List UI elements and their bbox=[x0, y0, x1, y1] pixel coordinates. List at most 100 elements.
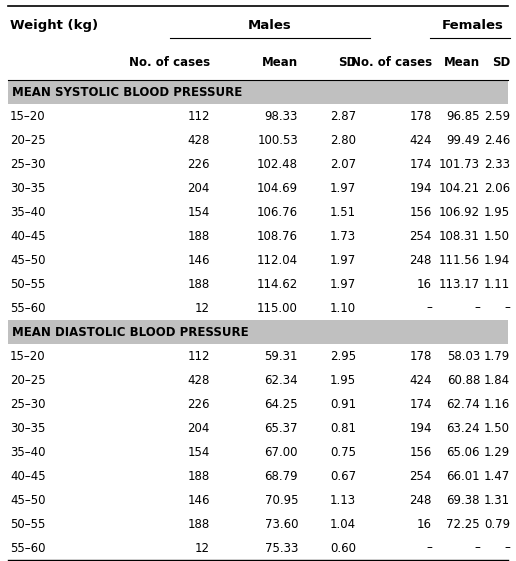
Text: 16: 16 bbox=[417, 278, 432, 291]
Text: 2.33: 2.33 bbox=[484, 158, 510, 171]
Text: 1.13: 1.13 bbox=[330, 494, 356, 507]
Text: 178: 178 bbox=[410, 350, 432, 362]
Text: 106.76: 106.76 bbox=[257, 205, 298, 218]
Text: 1.47: 1.47 bbox=[484, 470, 510, 482]
Text: 188: 188 bbox=[188, 470, 210, 482]
Text: 254: 254 bbox=[410, 229, 432, 242]
Text: 55–60: 55–60 bbox=[10, 541, 45, 554]
Text: 146: 146 bbox=[187, 254, 210, 266]
Text: 25–30: 25–30 bbox=[10, 398, 45, 411]
Text: 2.95: 2.95 bbox=[330, 350, 356, 362]
Text: 100.53: 100.53 bbox=[257, 134, 298, 146]
Text: Mean: Mean bbox=[444, 56, 480, 68]
Text: 248: 248 bbox=[410, 254, 432, 266]
Text: 112.04: 112.04 bbox=[257, 254, 298, 266]
Text: 1.73: 1.73 bbox=[330, 229, 356, 242]
Text: 146: 146 bbox=[187, 494, 210, 507]
Text: 65.06: 65.06 bbox=[446, 445, 480, 458]
Text: 254: 254 bbox=[410, 470, 432, 482]
Text: 15–20: 15–20 bbox=[10, 109, 45, 122]
Text: 104.21: 104.21 bbox=[439, 182, 480, 195]
Text: 59.31: 59.31 bbox=[265, 350, 298, 362]
Text: 58.03: 58.03 bbox=[447, 350, 480, 362]
Text: 113.17: 113.17 bbox=[439, 278, 480, 291]
Text: 63.24: 63.24 bbox=[446, 421, 480, 435]
Text: 12: 12 bbox=[195, 541, 210, 554]
Text: 1.79: 1.79 bbox=[484, 350, 510, 362]
Text: 174: 174 bbox=[410, 158, 432, 171]
Text: 156: 156 bbox=[410, 205, 432, 218]
Text: 2.87: 2.87 bbox=[330, 109, 356, 122]
Text: 69.38: 69.38 bbox=[446, 494, 480, 507]
Text: 67.00: 67.00 bbox=[265, 445, 298, 458]
Text: 104.69: 104.69 bbox=[257, 182, 298, 195]
Text: 50–55: 50–55 bbox=[10, 278, 45, 291]
Text: 204: 204 bbox=[188, 421, 210, 435]
Text: 428: 428 bbox=[188, 374, 210, 387]
Text: 1.97: 1.97 bbox=[330, 278, 356, 291]
Text: 106.92: 106.92 bbox=[439, 205, 480, 218]
Text: 424: 424 bbox=[410, 134, 432, 146]
Text: 0.79: 0.79 bbox=[484, 517, 510, 531]
Text: 1.29: 1.29 bbox=[484, 445, 510, 458]
Text: 96.85: 96.85 bbox=[446, 109, 480, 122]
Text: 65.37: 65.37 bbox=[265, 421, 298, 435]
Text: –: – bbox=[504, 301, 510, 315]
Text: –: – bbox=[474, 301, 480, 315]
Text: 12: 12 bbox=[195, 301, 210, 315]
Text: 45–50: 45–50 bbox=[10, 494, 45, 507]
Text: 64.25: 64.25 bbox=[264, 398, 298, 411]
Text: MEAN SYSTOLIC BLOOD PRESSURE: MEAN SYSTOLIC BLOOD PRESSURE bbox=[12, 85, 242, 99]
Text: 0.67: 0.67 bbox=[330, 470, 356, 482]
Text: 62.74: 62.74 bbox=[446, 398, 480, 411]
Text: 2.59: 2.59 bbox=[484, 109, 510, 122]
Text: 226: 226 bbox=[187, 158, 210, 171]
Text: –: – bbox=[426, 541, 432, 554]
Text: No. of cases: No. of cases bbox=[351, 56, 432, 68]
Bar bbox=[8, 80, 508, 104]
Text: 1.31: 1.31 bbox=[484, 494, 510, 507]
Text: 1.50: 1.50 bbox=[484, 229, 510, 242]
Text: Males: Males bbox=[248, 19, 292, 31]
Text: 112: 112 bbox=[187, 109, 210, 122]
Text: 35–40: 35–40 bbox=[10, 445, 45, 458]
Text: 428: 428 bbox=[188, 134, 210, 146]
Text: 68.79: 68.79 bbox=[264, 470, 298, 482]
Text: 178: 178 bbox=[410, 109, 432, 122]
Text: 1.04: 1.04 bbox=[330, 517, 356, 531]
Text: 2.80: 2.80 bbox=[330, 134, 356, 146]
Text: 108.76: 108.76 bbox=[257, 229, 298, 242]
Text: 114.62: 114.62 bbox=[257, 278, 298, 291]
Text: 60.88: 60.88 bbox=[447, 374, 480, 387]
Text: 72.25: 72.25 bbox=[446, 517, 480, 531]
Text: 50–55: 50–55 bbox=[10, 517, 45, 531]
Text: 112: 112 bbox=[187, 350, 210, 362]
Text: 188: 188 bbox=[188, 229, 210, 242]
Text: SD: SD bbox=[338, 56, 356, 68]
Text: 194: 194 bbox=[410, 421, 432, 435]
Text: 101.73: 101.73 bbox=[439, 158, 480, 171]
Text: 2.07: 2.07 bbox=[330, 158, 356, 171]
Text: 194: 194 bbox=[410, 182, 432, 195]
Text: 66.01: 66.01 bbox=[446, 470, 480, 482]
Text: 35–40: 35–40 bbox=[10, 205, 45, 218]
Text: MEAN DIASTOLIC BLOOD PRESSURE: MEAN DIASTOLIC BLOOD PRESSURE bbox=[12, 325, 249, 338]
Text: –: – bbox=[504, 541, 510, 554]
Text: 102.48: 102.48 bbox=[257, 158, 298, 171]
Text: 16: 16 bbox=[417, 517, 432, 531]
Text: 20–25: 20–25 bbox=[10, 374, 45, 387]
Text: 174: 174 bbox=[410, 398, 432, 411]
Text: 98.33: 98.33 bbox=[265, 109, 298, 122]
Text: 188: 188 bbox=[188, 517, 210, 531]
Text: 226: 226 bbox=[187, 398, 210, 411]
Text: 2.46: 2.46 bbox=[484, 134, 510, 146]
Text: SD: SD bbox=[492, 56, 510, 68]
Text: 99.49: 99.49 bbox=[446, 134, 480, 146]
Text: 188: 188 bbox=[188, 278, 210, 291]
Text: 1.84: 1.84 bbox=[484, 374, 510, 387]
Text: 40–45: 40–45 bbox=[10, 229, 45, 242]
Text: Females: Females bbox=[442, 19, 504, 31]
Text: 30–35: 30–35 bbox=[10, 421, 45, 435]
Text: 55–60: 55–60 bbox=[10, 301, 45, 315]
Text: 40–45: 40–45 bbox=[10, 470, 45, 482]
